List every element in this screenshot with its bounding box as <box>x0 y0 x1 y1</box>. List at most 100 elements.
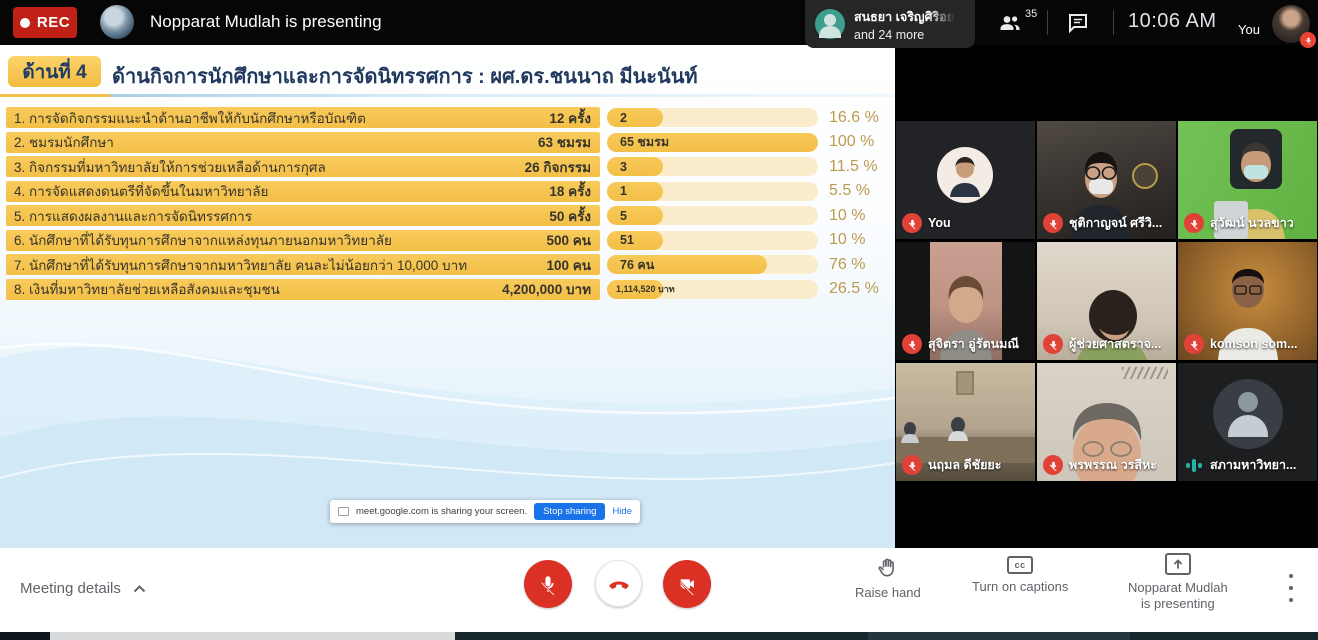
presenting-suffix: is presenting <box>1141 596 1215 612</box>
recording-label: REC <box>36 14 71 31</box>
avatar <box>937 147 993 203</box>
browser-taskbar-strip <box>0 632 1318 640</box>
table-row: 5. การแสดงผลงานและการจัดนิทรรศการ 50 ครั้… <box>6 205 890 226</box>
participant-name: สภามหาวิทยา... <box>1210 458 1297 472</box>
presentation-status-button[interactable]: Nopparat Mudlah is presenting <box>1128 553 1228 613</box>
video-tile[interactable]: สภามหาวิทยา... <box>1178 363 1317 481</box>
progress-fill: 51 <box>607 230 663 250</box>
topbar-divider <box>1113 10 1114 35</box>
participant-pill-name: สนธยา เจริญศิริอย <box>854 6 955 27</box>
presenting-icon <box>1164 553 1191 575</box>
topbar-divider <box>1047 10 1048 35</box>
taskbar-segment <box>0 632 50 640</box>
slide-wave-decoration <box>0 342 895 548</box>
row-label: 7. นักศึกษาที่ได้รับทุนการศึกษาจากมหาวิท… <box>14 257 468 273</box>
progress-track: 1,114,520 บาท <box>607 279 818 299</box>
default-avatar-icon <box>1213 379 1283 449</box>
row-label: 4. การจัดแสดงดนตรีที่จัดขึ้นในมหาวิทยาลั… <box>14 184 269 199</box>
hide-toast-button[interactable]: Hide <box>612 506 632 517</box>
video-tile[interactable]: สุจิตรา อู่รัตนมณี <box>896 242 1035 360</box>
participant-name: komson som... <box>1210 337 1298 351</box>
camera-off-icon <box>679 579 696 595</box>
camera-toggle-button[interactable] <box>663 560 711 608</box>
video-tile[interactable]: พรพรรณ วรสีหะ <box>1037 363 1176 481</box>
row-percent: 100 % <box>829 133 875 150</box>
mic-off-icon <box>540 576 557 595</box>
row-target: 50 ครั้ง <box>549 208 591 224</box>
chat-icon[interactable] <box>1066 11 1090 37</box>
video-tile[interactable]: ชุติกาญจน์ ศรีวิ... <box>1037 121 1176 239</box>
participant-name: สุวัฒน์ นวลขาว <box>1210 216 1294 230</box>
row-percent: 26.5 % <box>829 280 879 297</box>
share-message: meet.google.com is sharing your screen. <box>356 506 528 517</box>
table-row: 2. ชมรมนักศึกษา 63 ชมรม 65 ชมรม 100 % <box>6 131 890 153</box>
raise-hand-icon <box>878 558 894 577</box>
browser-tab-segment[interactable] <box>50 632 455 640</box>
video-tile[interactable]: นฤมล ดีชัยยะ <box>896 363 1035 481</box>
participant-name: ผู้ช่วยศาสตราจ... <box>1069 337 1162 351</box>
row-target: 26 กิจกรรม <box>524 159 591 175</box>
progress-fill: 3 <box>607 157 663 176</box>
progress-fill: 76 คน <box>607 255 768 274</box>
row-percent: 76 % <box>829 255 866 273</box>
participant-name: นฤมล ดีชัยยะ <box>928 458 1002 472</box>
mic-muted-icon <box>902 334 922 354</box>
row-target: 18 ครั้ง <box>549 184 591 199</box>
video-tile[interactable]: komson som... <box>1178 242 1317 360</box>
people-icon <box>1000 16 1020 30</box>
self-view-label: You <box>1238 22 1260 37</box>
slide-title: ด้านกิจการนักศึกษาและการจัดนิทรรศการ : ผ… <box>112 66 698 88</box>
row-target: 12 ครั้ง <box>549 110 591 126</box>
row-label: 5. การแสดงผลงานและการจัดนิทรรศการ <box>14 208 253 224</box>
mic-muted-icon <box>1043 334 1063 354</box>
video-tile[interactable]: ผู้ช่วยศาสตราจ... <box>1037 242 1176 360</box>
row-percent: 10 % <box>829 206 866 224</box>
captions-button[interactable]: cc Turn on captions <box>972 556 1068 595</box>
top-bar: REC Nopparat Mudlah is presenting สนธยา … <box>0 0 1318 48</box>
participant-name: You <box>928 216 951 230</box>
row-target: 4,200,000 บาท <box>502 282 591 297</box>
mic-muted-icon <box>1184 213 1204 233</box>
wall-emblem <box>1132 163 1158 189</box>
progress-fill: 65 ชมรม <box>607 132 818 152</box>
recording-dot-icon <box>19 17 30 28</box>
ceiling-vent <box>1122 367 1168 379</box>
captions-icon: cc <box>1007 556 1034 574</box>
audio-activity-icon <box>1184 455 1204 475</box>
stop-sharing-button[interactable]: Stop sharing <box>534 503 606 520</box>
raise-hand-button[interactable]: Raise hand <box>855 556 921 601</box>
row-target: 500 คน <box>546 233 591 248</box>
participant-name: สุจิตรา อู่รัตนมณี <box>928 337 1019 351</box>
video-tile[interactable]: สุวัฒน์ นวลขาว <box>1178 121 1317 239</box>
participants-pill[interactable]: สนธยา เจริญศิริอย and 24 more <box>805 0 975 48</box>
progress-fill: 1 <box>607 181 663 201</box>
table-row: 6. นักศึกษาที่ได้รับทุนการศึกษาจากแหล่งท… <box>6 229 890 251</box>
video-grid: You ชุติกาญจน์ ศรีวิ... สุวัฒน์ นวลขาว ส… <box>895 45 1318 548</box>
mic-muted-icon <box>1043 455 1063 475</box>
row-label: 2. ชมรมนักศึกษา <box>14 135 114 150</box>
captions-label: Turn on captions <box>972 579 1069 594</box>
row-target: 100 คน <box>546 257 591 273</box>
progress-track: 76 คน <box>607 255 818 274</box>
progress-fill: 2 <box>607 108 663 127</box>
self-mic-muted-icon <box>1300 32 1316 48</box>
participant-count: 35 <box>1025 8 1038 20</box>
more-options-button[interactable] <box>1283 574 1299 602</box>
wall-frame <box>956 371 974 395</box>
presenter-avatar <box>100 5 134 39</box>
mic-muted-icon <box>1184 334 1204 354</box>
leave-call-button[interactable] <box>595 560 642 607</box>
screen-share-toast: meet.google.com is sharing your screen. … <box>330 500 640 523</box>
participant-pill-more: and 24 more <box>854 27 925 42</box>
meeting-details-label: Meeting details <box>20 580 121 597</box>
chevron-up-icon <box>133 584 146 592</box>
mic-toggle-button[interactable] <box>524 560 572 608</box>
row-percent: 16.6 % <box>829 108 879 126</box>
video-tile-you[interactable]: You <box>896 121 1035 239</box>
meet-control-bar: Meeting details <box>0 548 1318 632</box>
meeting-details-button[interactable]: Meeting details <box>20 580 146 597</box>
table-row: 1. การจัดกิจกรรมแนะนำด้านอาชีพให้กับนักศ… <box>6 107 890 128</box>
row-target: 63 ชมรม <box>538 135 591 150</box>
table-row: 7. นักศึกษาที่ได้รับทุนการศึกษาจากมหาวิท… <box>6 254 890 275</box>
participants-icon[interactable]: 35 <box>997 8 1038 36</box>
